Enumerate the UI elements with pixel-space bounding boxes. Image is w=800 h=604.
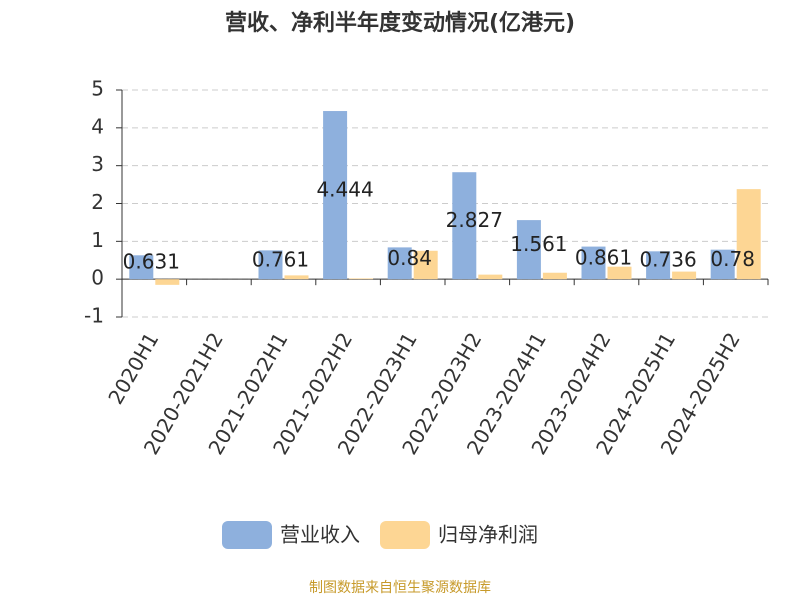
bar xyxy=(672,271,697,280)
bar xyxy=(258,250,283,280)
bar xyxy=(387,247,412,280)
y-tick-label: -1 xyxy=(84,304,104,328)
bar xyxy=(284,275,309,280)
y-tick-label: 0 xyxy=(91,266,104,290)
bar xyxy=(129,255,154,280)
y-tick-label: 1 xyxy=(91,228,104,252)
bar xyxy=(646,251,671,280)
data-label: 0.631 xyxy=(123,250,180,274)
data-label: 1.561 xyxy=(510,232,567,256)
bar xyxy=(516,220,541,280)
data-label: 0.761 xyxy=(252,247,309,271)
data-label: 0.84 xyxy=(387,246,432,270)
data-label: 0.78 xyxy=(710,247,755,271)
y-tick-label: 5 xyxy=(91,77,104,101)
legend-label: 归母净利润 xyxy=(438,523,538,547)
bar xyxy=(478,274,503,280)
data-label: 2.827 xyxy=(446,208,503,232)
bar xyxy=(542,272,567,280)
chart-title: 营收、净利半年度变动情况(亿港元) xyxy=(225,10,575,36)
y-tick-label: 3 xyxy=(91,152,104,176)
bar xyxy=(736,189,761,280)
bar xyxy=(710,249,735,280)
bar xyxy=(413,250,438,280)
bar xyxy=(452,172,477,280)
source-note: 制图数据来自恒生聚源数据库 xyxy=(309,580,491,596)
data-label: 0.736 xyxy=(639,248,696,272)
bar xyxy=(155,279,180,285)
x-tick-label: 2020H1 xyxy=(103,328,163,408)
data-label: 0.861 xyxy=(575,245,632,269)
data-label: 4.444 xyxy=(316,178,373,202)
legend-swatch xyxy=(222,521,272,549)
y-tick-label: 4 xyxy=(91,114,104,138)
y-tick-label: 2 xyxy=(91,190,104,214)
bar xyxy=(349,278,374,280)
bar xyxy=(607,266,632,280)
bar xyxy=(323,111,348,280)
bar xyxy=(581,246,606,280)
legend-swatch xyxy=(380,521,430,549)
legend-label: 营业收入 xyxy=(280,523,360,547)
